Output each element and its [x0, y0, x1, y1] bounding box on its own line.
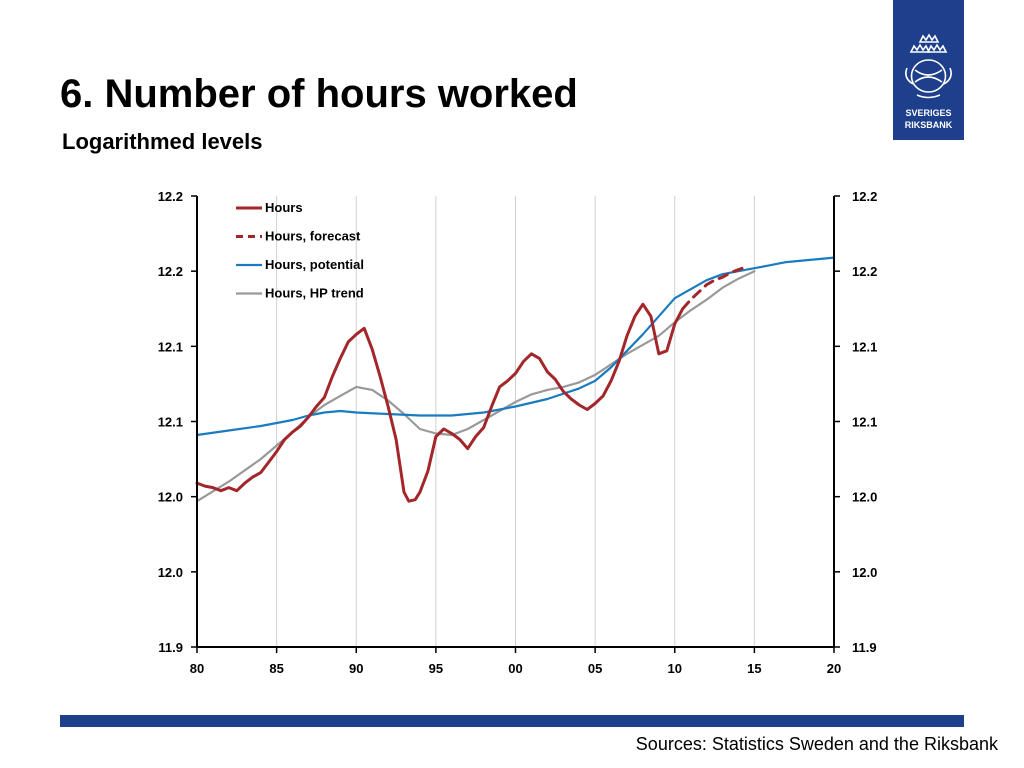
- y-tick-label-right: 12.0: [852, 565, 877, 580]
- y-tick-label-left: 12.2: [158, 189, 183, 204]
- legend-label: Hours: [265, 200, 303, 215]
- series-line-hours-hp-trend: [195, 270, 756, 503]
- x-tick-label: 15: [747, 661, 761, 676]
- x-tick-label: 10: [668, 661, 682, 676]
- x-tick-label: 00: [508, 661, 522, 676]
- x-tick-label: 90: [349, 661, 363, 676]
- y-tick-label-left: 12.1: [158, 415, 183, 430]
- legend-label: Hours, potential: [265, 257, 364, 272]
- legend-label: Hours, forecast: [265, 229, 361, 244]
- x-tick-label: 20: [827, 661, 841, 676]
- y-tick-label-right: 12.1: [852, 415, 877, 430]
- source-note: Sources: Statistics Sweden and the Riksb…: [635, 734, 998, 754]
- x-tick-label: 85: [269, 661, 283, 676]
- hours-worked-chart: 11.9 11.9 12.0 12.0 12.0 12.0 12.1 12.1 12.1 12.1…: [158, 189, 878, 676]
- chart-series: [195, 256, 836, 503]
- y-tick-label-right: 12.2: [852, 189, 877, 204]
- legend-label: Hours, HP trend: [265, 286, 364, 301]
- crown-emblem-icon: [905, 33, 952, 99]
- y-tick-label-left: 12.1: [158, 339, 183, 354]
- y-tick-label-left: 12.0: [158, 565, 183, 580]
- chart-axes: 11.9 11.9 12.0 12.0 12.0 12.0 12.1 12.1 12.1 12.1…: [158, 189, 878, 676]
- footer-bar: [60, 715, 964, 727]
- slide-title: 6. Number of hours worked: [60, 72, 578, 116]
- y-tick-label-right: 12.2: [852, 264, 877, 279]
- series-line-hours-forecast: [681, 265, 748, 311]
- slide-subtitle: Logarithmed levels: [62, 129, 263, 154]
- series-line-hours-potential: [195, 256, 836, 437]
- x-tick-label: 05: [588, 661, 602, 676]
- x-tick-label: 95: [429, 661, 443, 676]
- y-tick-label-left: 11.9: [158, 640, 183, 655]
- riksbank-logo: SVERIGES RIKSBANK: [893, 0, 964, 140]
- y-tick-label-right: 11.9: [852, 640, 877, 655]
- logo-text-line-1: SVERIGES: [905, 108, 952, 118]
- y-tick-label-left: 12.2: [158, 264, 183, 279]
- logo-text-line-2: RIKSBANK: [904, 120, 953, 130]
- chart-legend: Hours Hours, forecast Hours, potential Hour…: [236, 200, 364, 301]
- y-tick-label-left: 12.0: [158, 490, 183, 505]
- y-tick-label-right: 12.0: [852, 490, 877, 505]
- x-tick-label: 80: [190, 661, 204, 676]
- y-tick-label-right: 12.1: [852, 339, 877, 354]
- series-line-hours: [195, 302, 685, 503]
